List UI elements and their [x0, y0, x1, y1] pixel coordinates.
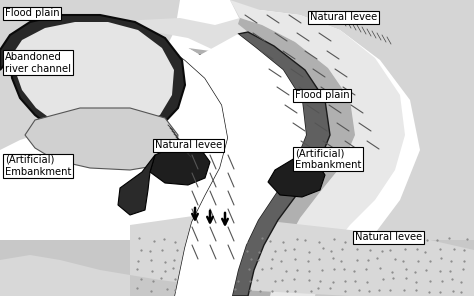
- Text: Natural levee: Natural levee: [355, 232, 422, 242]
- Polygon shape: [150, 145, 210, 185]
- Text: Flood plain: Flood plain: [295, 90, 350, 100]
- Text: Flood plain: Flood plain: [5, 8, 60, 18]
- Text: Abandoned
river channel: Abandoned river channel: [5, 52, 71, 74]
- Polygon shape: [100, 18, 355, 296]
- Polygon shape: [175, 55, 248, 296]
- Polygon shape: [0, 15, 185, 140]
- Polygon shape: [12, 22, 174, 132]
- Polygon shape: [0, 215, 474, 296]
- Polygon shape: [230, 0, 474, 296]
- Polygon shape: [230, 0, 405, 296]
- Polygon shape: [268, 158, 325, 197]
- Polygon shape: [118, 155, 155, 215]
- Polygon shape: [232, 32, 330, 296]
- Text: (Artificial)
Embankment: (Artificial) Embankment: [295, 148, 361, 170]
- Polygon shape: [0, 240, 474, 296]
- Polygon shape: [0, 0, 180, 150]
- Text: Natural levee: Natural levee: [155, 140, 222, 150]
- Polygon shape: [25, 108, 178, 170]
- Polygon shape: [238, 18, 355, 296]
- Polygon shape: [175, 34, 306, 296]
- Polygon shape: [188, 48, 272, 296]
- Text: Natural levee: Natural levee: [310, 12, 377, 22]
- Text: (Artificial)
Embankment: (Artificial) Embankment: [5, 155, 72, 177]
